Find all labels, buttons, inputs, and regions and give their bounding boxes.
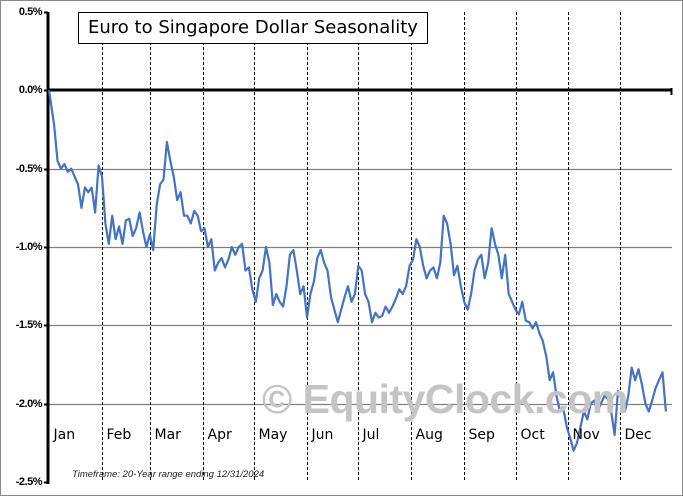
month-label: Aug <box>415 427 443 443</box>
y-tick-marks <box>44 11 48 484</box>
y-tick-label: -1.5% <box>15 318 43 331</box>
y-tick-label: -1.0% <box>15 240 43 253</box>
y-tick-label: 0.0% <box>18 83 43 96</box>
month-label: May <box>258 427 288 443</box>
month-label: Apr <box>207 427 232 443</box>
watermark: © EquityClock.com <box>262 376 628 422</box>
y-tick-label: -2.0% <box>15 397 43 410</box>
month-label: Jul <box>362 427 380 443</box>
chart-title: Euro to Singapore Dollar Seasonality <box>78 12 428 44</box>
y-tick-label: -2.5% <box>15 475 43 488</box>
seasonality-line <box>47 90 667 452</box>
month-label: Dec <box>624 427 652 443</box>
month-label: Jan <box>53 427 76 443</box>
month-label: Jun <box>311 427 334 443</box>
month-label: Mar <box>154 427 181 443</box>
timeframe-note: Timeframe: 20-Year range ending 12/31/20… <box>72 469 265 480</box>
month-label: Sep <box>468 427 495 443</box>
month-label: Oct <box>520 427 545 443</box>
y-tick-label: 0.5% <box>18 5 43 18</box>
month-label: Feb <box>106 427 132 443</box>
month-label: Nov <box>572 427 600 443</box>
month-divider-lines <box>102 12 621 482</box>
horizontal-gridlines <box>48 168 672 406</box>
y-tick-label: -0.5% <box>15 162 43 175</box>
